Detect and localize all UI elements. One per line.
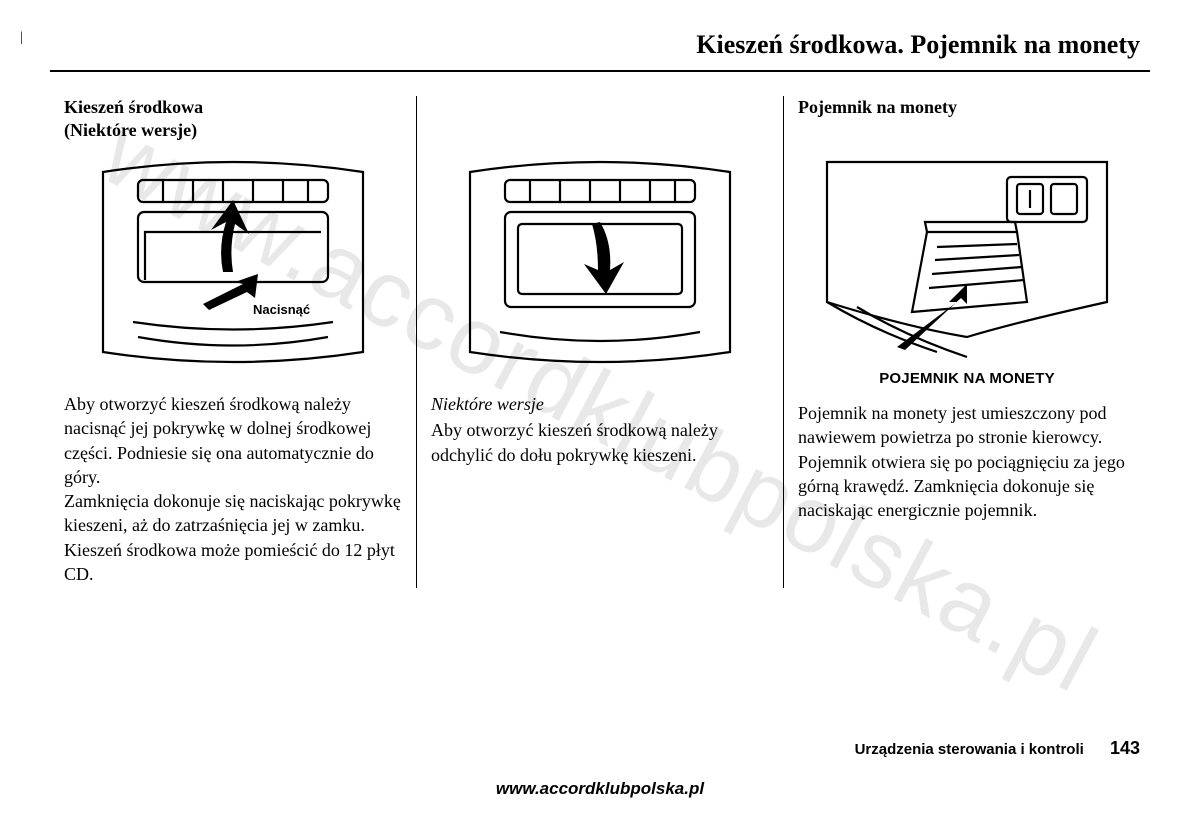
col2-heading-spacer — [431, 96, 769, 142]
press-label: Nacisnąć — [253, 302, 310, 317]
footer: Urządzenia sterowania i kontroli 143 — [855, 738, 1140, 759]
col1-body: Aby otworzyć kieszeń środkową należy nac… — [64, 392, 402, 586]
columns: Kieszeń środkowa (Niektóre wersje) — [50, 96, 1150, 588]
col3-body: Pojemnik na monety jest umieszczony pod … — [798, 401, 1136, 522]
col3-figure — [798, 152, 1136, 362]
page: Kieszeń środkowa. Pojemnik na monety Kie… — [50, 30, 1150, 793]
column-2: Niektóre wersje Aby otworzyć kieszeń śro… — [416, 96, 783, 588]
col2-lead: Niektóre wersje — [431, 392, 769, 416]
col2-figure — [431, 152, 769, 382]
col3-heading: Pojemnik na monety — [798, 96, 1136, 142]
column-3: Pojemnik na monety — [783, 96, 1150, 588]
col2-body-text: Aby otworzyć kieszeń środkową należy odc… — [431, 418, 769, 467]
site-url: www.accordklubpolska.pl — [0, 779, 1200, 799]
col1-heading-line1: Kieszeń środkowa — [64, 97, 203, 117]
col1-heading: Kieszeń środkowa (Niektóre wersje) — [64, 96, 402, 142]
footer-section-label: Urządzenia sterowania i kontroli — [855, 741, 1084, 758]
scan-mark: | — [20, 30, 23, 46]
col2-body: Niektóre wersje Aby otworzyć kieszeń śro… — [431, 392, 769, 467]
col1-heading-line2: (Niektóre wersje) — [64, 120, 197, 140]
col3-body-text: Pojemnik na monety jest umieszczony pod … — [798, 401, 1136, 522]
col3-figure-caption: POJEMNIK NA MONETY — [798, 370, 1136, 387]
col1-figure: Nacisnąć — [64, 152, 402, 382]
page-title: Kieszeń środkowa. Pojemnik na monety — [50, 30, 1150, 72]
page-number: 143 — [1110, 738, 1140, 758]
column-1: Kieszeń środkowa (Niektóre wersje) — [50, 96, 416, 588]
col1-body-text: Aby otworzyć kieszeń środkową należy nac… — [64, 392, 402, 586]
